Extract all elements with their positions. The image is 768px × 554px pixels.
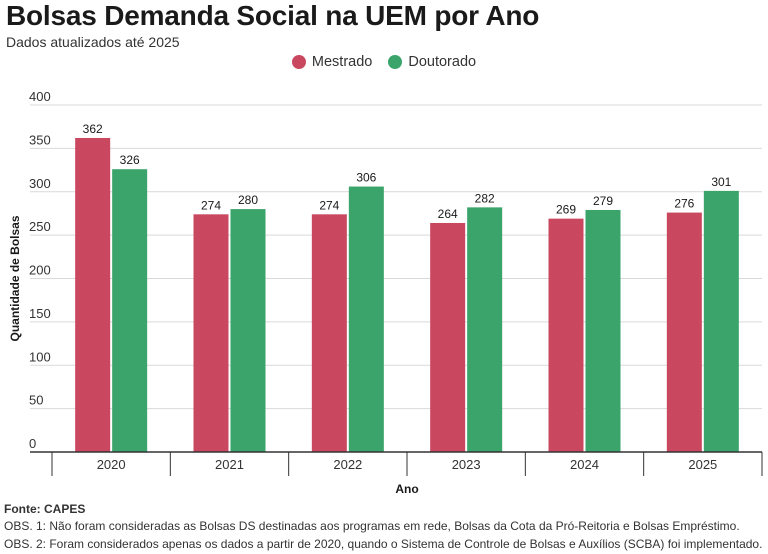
x-tick-label: 2024: [570, 457, 599, 472]
x-tick-label: 2023: [452, 457, 481, 472]
data-label: 269: [556, 203, 576, 217]
data-label: 362: [83, 122, 103, 136]
x-tick-label: 2020: [97, 457, 126, 472]
bar-mestrado: [548, 218, 584, 452]
data-label: 279: [593, 194, 613, 208]
bar-mestrado: [75, 137, 111, 452]
data-label: 274: [319, 198, 339, 212]
legend-item-doutorado[interactable]: Doutorado: [388, 54, 476, 70]
bar-mestrado: [666, 212, 702, 452]
y-axis-title: Quantidade de Bolsas: [8, 215, 22, 341]
bar-mestrado: [193, 214, 229, 452]
data-label: 326: [120, 153, 140, 167]
bar-doutorado: [230, 209, 266, 452]
y-tick-label: 150: [29, 306, 51, 321]
legend-label-doutorado: Doutorado: [408, 54, 477, 70]
bar-mestrado: [311, 214, 347, 452]
data-label: 274: [201, 198, 221, 212]
data-label: 306: [356, 171, 376, 185]
bar-doutorado: [348, 186, 384, 453]
y-tick-label: 300: [29, 176, 51, 191]
legend: Mestrado Doutorado: [0, 52, 768, 72]
chart-subtitle: Dados atualizados até 2025: [6, 34, 180, 50]
footnote-1: OBS. 1: Não foram consideradas as Bolsas…: [4, 519, 740, 533]
data-label: 276: [674, 197, 694, 211]
y-tick-label: 400: [29, 89, 51, 104]
legend-swatch-mestrado: [291, 55, 306, 69]
x-tick-label: 2021: [215, 457, 244, 472]
legend-swatch-doutorado: [388, 55, 403, 69]
y-tick-label: 250: [29, 219, 51, 234]
y-tick-label: 50: [29, 393, 43, 408]
bar-doutorado: [585, 209, 621, 452]
bar-doutorado: [467, 207, 503, 452]
bar-doutorado: [703, 190, 739, 452]
bar-mestrado: [430, 222, 466, 452]
bar-doutorado: [112, 169, 148, 452]
x-axis-title: Ano: [395, 482, 418, 496]
x-tick-label: 2022: [333, 457, 362, 472]
footnote-2: OBS. 2: Foram considerados apenas os dad…: [4, 537, 763, 551]
bar-chart: 0 50 100 150 200 250 300 350 400 362 326 274 280 274 3…: [8, 89, 763, 496]
x-tick-label: 2025: [688, 457, 717, 472]
data-label: 264: [438, 207, 458, 221]
data-label: 280: [238, 193, 258, 207]
y-tick-label: 350: [29, 132, 51, 147]
legend-label-mestrado: Mestrado: [311, 54, 373, 70]
chart-title: Bolsas Demanda Social na UEM por Ano: [6, 0, 540, 31]
y-tick-label: 200: [29, 263, 51, 278]
y-tick-label: 0: [29, 436, 36, 451]
data-label: 282: [475, 191, 495, 205]
source-note: Fonte: CAPES: [4, 502, 86, 516]
legend-item-mestrado[interactable]: Mestrado: [291, 54, 373, 70]
y-tick-label: 100: [29, 349, 51, 364]
data-label: 301: [711, 175, 731, 189]
